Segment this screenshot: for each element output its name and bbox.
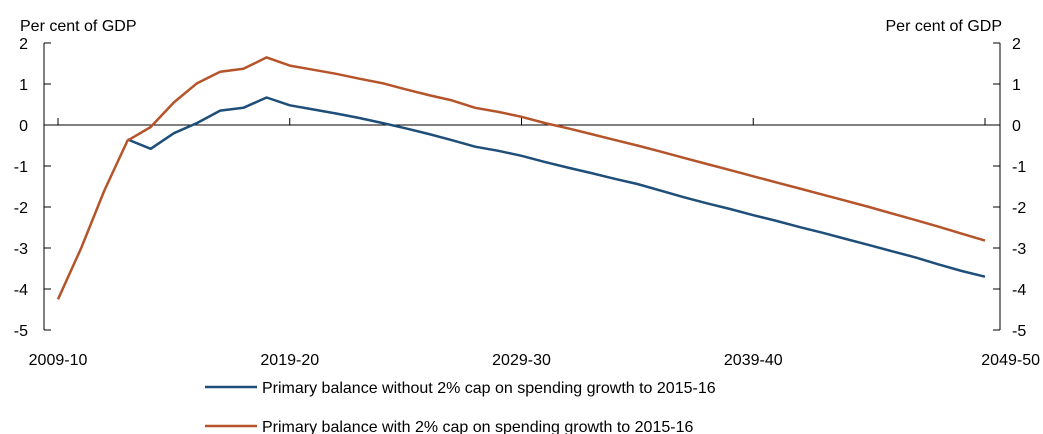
y-tick-label-right: -1 — [1012, 159, 1026, 176]
legend-label-0: Primary balance without 2% cap on spendi… — [262, 380, 716, 397]
y-ticks-left: 2 1 0 -1 -2 -3 -4 -5 — [14, 36, 51, 340]
y-tick-label-right: -4 — [1012, 282, 1026, 299]
x-tick-label: 2029-30 — [492, 352, 551, 369]
x-tick-label: 2009-10 — [29, 352, 88, 369]
y-tick-label-right: 1 — [1012, 77, 1021, 94]
y-tick-label-left: -5 — [14, 323, 28, 340]
y-tick-label-right: -5 — [1012, 323, 1026, 340]
legend-label-1: Primary balance with 2% cap on spending … — [262, 419, 693, 434]
y-ticks-right: 2 1 0 -1 -2 -3 -4 -5 — [993, 36, 1026, 340]
y-tick-label-left: -3 — [14, 241, 28, 258]
x-tick-label: 2019-20 — [260, 352, 319, 369]
y-tick-label-right: -2 — [1012, 200, 1026, 217]
y-tick-label-left: 0 — [19, 118, 28, 135]
y-tick-label-left: -1 — [14, 159, 28, 176]
y-tick-label-right: 2 — [1012, 36, 1021, 53]
series-line-0 — [127, 96, 986, 278]
y-unit-left: Per cent of GDP — [20, 18, 137, 35]
x-tick-label: 2039-40 — [724, 352, 783, 369]
y-tick-label-right: 0 — [1012, 118, 1021, 135]
legend: Primary balance without 2% cap on spendi… — [205, 380, 716, 434]
y-tick-label-left: 1 — [19, 77, 28, 94]
y-tick-label-left: -2 — [14, 200, 28, 217]
y-unit-right: Per cent of GDP — [886, 18, 1003, 35]
x-ticks: 2009-10 2019-20 2029-30 2039-40 2049-50 — [29, 118, 1040, 369]
series-lines — [56, 56, 986, 300]
y-tick-label-left: -4 — [14, 282, 28, 299]
x-tick-label: 2049-50 — [981, 352, 1040, 369]
y-tick-label-left: 2 — [19, 36, 28, 53]
series-line-1 — [56, 56, 986, 300]
y-tick-label-right: -3 — [1012, 241, 1026, 258]
